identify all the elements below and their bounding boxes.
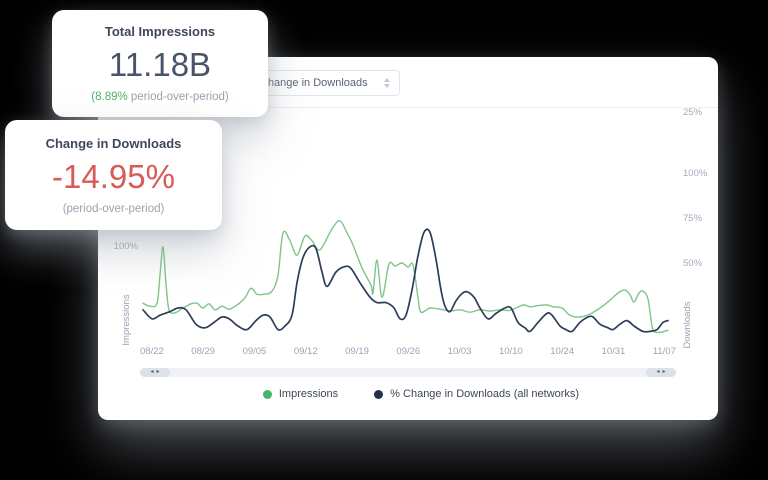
legend-item-impressions[interactable]: Impressions [262,388,339,400]
left-axis-title: Impressions [121,294,132,346]
x-axis-label: 08/22 [140,346,164,357]
legend-item-downloads[interactable]: % Change in Downloads (all networks) [374,388,579,400]
right-axis-tick: 75% [683,213,703,224]
x-axis-label: 08/29 [191,346,216,357]
right-axis-tick: 100% [683,168,708,179]
scroll-right-icon[interactable]: ▸ [156,369,160,375]
panel-header: Change in Downloads [98,57,718,108]
change-in-downloads-card: Change in Downloads -14.95% (period-over… [5,120,222,230]
chart-scrollbar[interactable]: ◂ ▸ ◂ ▸ [140,368,676,377]
x-axis-label: 10/10 [498,346,523,357]
chart-panel: Change in Downloads 100% 100% 75% 50% 25… [98,57,718,420]
right-axis-tick: 50% [683,258,703,269]
x-axis-label: 10/31 [601,346,626,357]
delta-caption: period-over-period) [127,91,229,103]
total-impressions-card: Total Impressions 11.18B (8.89% period-o… [52,10,268,117]
chart-svg [142,220,669,334]
delta-percent: (8.89% [91,91,128,103]
scroll-left-icon[interactable]: ◂ [150,369,154,375]
scrollbar-left-handle[interactable]: ◂ ▸ [140,368,170,377]
right-axis-tick: 25% [683,107,703,118]
downloads-line [142,228,669,333]
card-value: 11.18B [108,46,212,83]
scroll-left-icon[interactable]: ◂ [656,369,660,375]
x-axis-label: 09/26 [396,346,421,357]
metric-select-value: Change in Downloads [260,77,368,89]
card-value: -14.95% [52,157,175,195]
impressions-line [142,220,669,334]
card-title: Change in Downloads [45,135,182,151]
card-title: Total Impressions [104,24,216,39]
scrollbar-right-handle[interactable]: ◂ ▸ [646,368,676,377]
chart-legend: Impressions % Change in Downloads (all n… [124,388,718,400]
legend-label: Impressions [278,388,339,400]
x-axis-label: 10/24 [550,346,575,357]
left-axis-tick: 100% [113,241,138,252]
right-axis-title: Downloads [682,301,693,349]
x-axis-label: 09/19 [345,346,369,357]
card-subtitle: (period-over-period) [62,202,165,215]
x-axis-label: 09/05 [242,346,267,357]
x-axis-label: 10/03 [447,346,472,357]
x-axis-labels: 08/22 08/29 09/05 09/12 09/19 09/26 10/0… [140,346,676,357]
card-subtitle: (8.89% period-over-period) [52,91,268,103]
scroll-right-icon[interactable]: ▸ [662,369,666,375]
x-axis-label: 09/12 [293,346,318,357]
legend-label: % Change in Downloads (all networks) [390,388,580,400]
select-caret-icon [384,78,390,88]
downloads-dot-icon [374,389,384,399]
impressions-dot-icon [262,389,272,399]
metric-select[interactable]: Change in Downloads [250,70,400,96]
x-axis-label: 11/07 [652,346,676,357]
